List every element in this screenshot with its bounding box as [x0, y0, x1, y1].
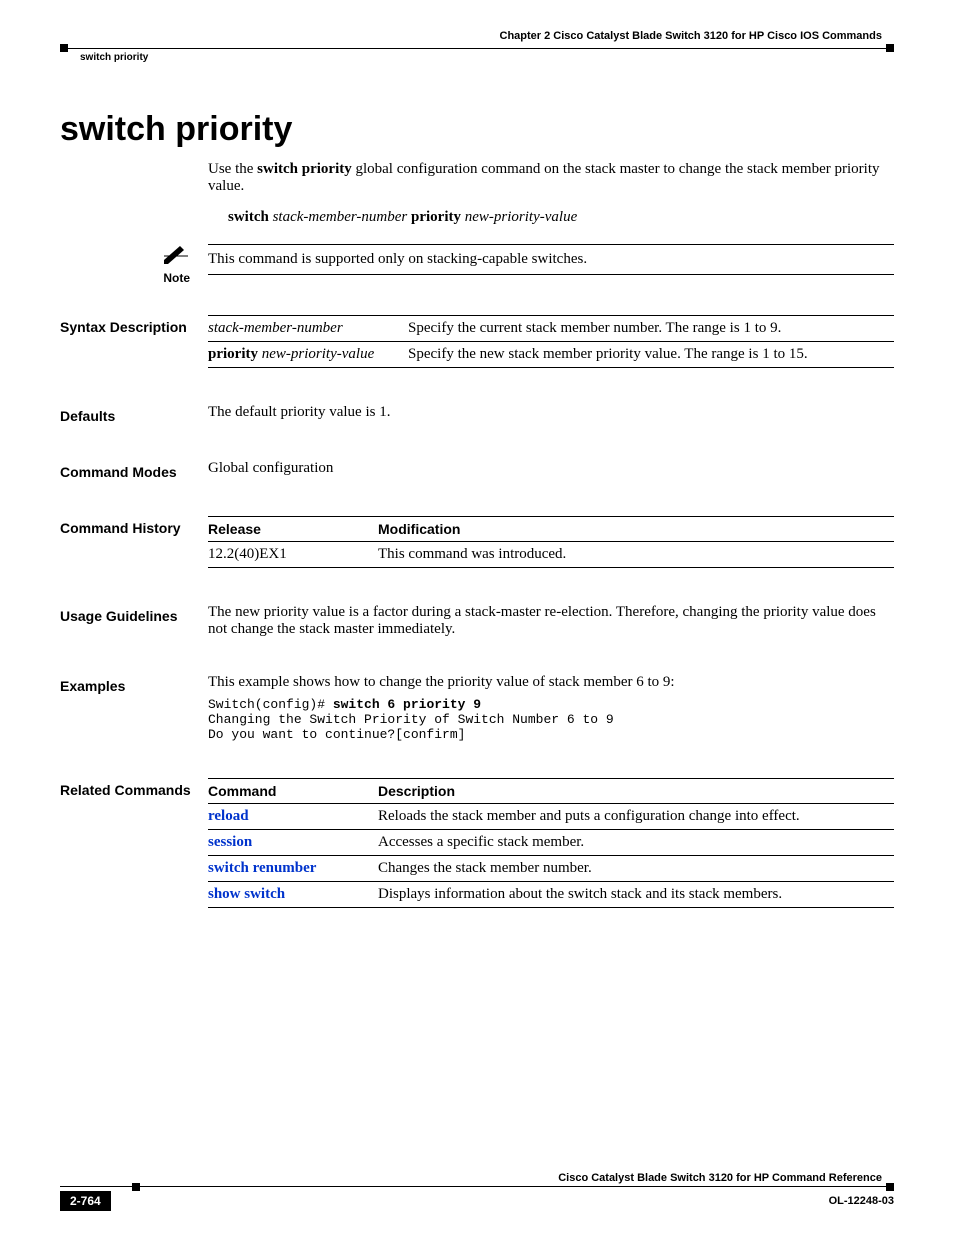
page-header: Chapter 2 Cisco Catalyst Blade Switch 31… — [60, 30, 894, 70]
syntax-row1-ital: new-priority-value — [262, 346, 374, 362]
command-modes-text: Global configuration — [208, 460, 894, 480]
related-link-reload[interactable]: reload — [208, 808, 249, 824]
section-label: Command History — [60, 516, 208, 568]
history-table: Release Modification 12.2(40)EX1 This co… — [208, 516, 894, 568]
history-row0-mod: This command was introduced. — [378, 542, 894, 568]
history-row0-release: 12.2(40)EX1 — [208, 542, 378, 568]
history-head-release: Release — [208, 517, 378, 542]
syntax-arg1: stack-member-number — [273, 209, 408, 225]
examples-code: Switch(config)# switch 6 priority 9 Chan… — [208, 697, 894, 742]
pencil-icon — [162, 244, 190, 264]
note-text: This command is supported only on stacki… — [208, 244, 894, 275]
related-link-switch-renumber[interactable]: switch renumber — [208, 860, 316, 876]
code-rest: Changing the Switch Priority of Switch N… — [208, 712, 614, 742]
code-prompt: Switch(config)# — [208, 697, 333, 712]
header-end-block — [886, 44, 894, 52]
history-head-modification: Modification — [378, 517, 894, 542]
section-examples: Examples This example shows how to chang… — [60, 674, 894, 748]
syntax-row1-bold: priority — [208, 346, 258, 362]
section-command-modes: Command Modes Global configuration — [60, 460, 894, 480]
doc-id: OL-12248-03 — [829, 1195, 894, 1207]
intro-paragraph: Use the switch priority global configura… — [208, 161, 894, 195]
related-table: Command Description reload Reloads the s… — [208, 778, 894, 908]
section-label: Related Commands — [60, 778, 208, 908]
syntax-usage: switch stack-member-number priority new-… — [208, 209, 894, 226]
syntax-row0-param: stack-member-number — [208, 320, 343, 336]
defaults-text: The default priority value is 1. — [208, 404, 894, 424]
section-label: Usage Guidelines — [60, 604, 208, 638]
code-cmd: switch 6 priority 9 — [333, 697, 481, 712]
syntax-row1-desc: Specify the new stack member priority va… — [408, 342, 894, 368]
footer-end-block — [886, 1183, 894, 1191]
usage-text: The new priority value is a factor durin… — [208, 604, 894, 638]
syntax-kw2: priority — [411, 209, 461, 225]
intro-pre: Use the — [208, 161, 257, 177]
page-footer: Cisco Catalyst Blade Switch 3120 for HP … — [60, 1172, 894, 1211]
footer-start-block — [132, 1183, 140, 1191]
related-head-cmd: Command — [208, 779, 378, 804]
chapter-title: Chapter 2 Cisco Catalyst Blade Switch 31… — [500, 30, 882, 42]
section-usage-guidelines: Usage Guidelines The new priority value … — [60, 604, 894, 638]
section-label: Command Modes — [60, 460, 208, 480]
related-desc-3: Displays information about the switch st… — [378, 882, 894, 908]
syntax-kw1: switch — [228, 209, 269, 225]
related-head-desc: Description — [378, 779, 894, 804]
syntax-table: stack-member-number Specify the current … — [208, 315, 894, 368]
header-start-block — [60, 44, 68, 52]
related-link-session[interactable]: session — [208, 834, 252, 850]
note-label: Note — [60, 271, 190, 285]
related-desc-1: Accesses a specific stack member. — [378, 830, 894, 856]
section-command-history: Command History Release Modification 12.… — [60, 516, 894, 568]
related-desc-0: Reloads the stack member and puts a conf… — [378, 804, 894, 830]
section-related-commands: Related Commands Command Description rel… — [60, 778, 894, 908]
page-number: 2-764 — [60, 1191, 111, 1211]
footer-book-title: Cisco Catalyst Blade Switch 3120 for HP … — [60, 1172, 882, 1184]
syntax-arg2: new-priority-value — [465, 209, 577, 225]
intro-cmd: switch priority — [257, 161, 352, 177]
related-desc-2: Changes the stack member number. — [378, 856, 894, 882]
note-block: Note This command is supported only on s… — [60, 244, 894, 285]
section-label: Syntax Description — [60, 315, 208, 368]
examples-text: This example shows how to change the pri… — [208, 674, 894, 691]
section-label: Defaults — [60, 404, 208, 424]
syntax-row0-desc: Specify the current stack member number.… — [408, 316, 894, 342]
section-defaults: Defaults The default priority value is 1… — [60, 404, 894, 424]
command-title: switch priority — [60, 110, 894, 149]
section-label: Examples — [60, 674, 208, 748]
section-syntax-description: Syntax Description stack-member-number S… — [60, 315, 894, 368]
running-head: switch priority — [80, 52, 148, 63]
related-link-show-switch[interactable]: show switch — [208, 886, 285, 902]
